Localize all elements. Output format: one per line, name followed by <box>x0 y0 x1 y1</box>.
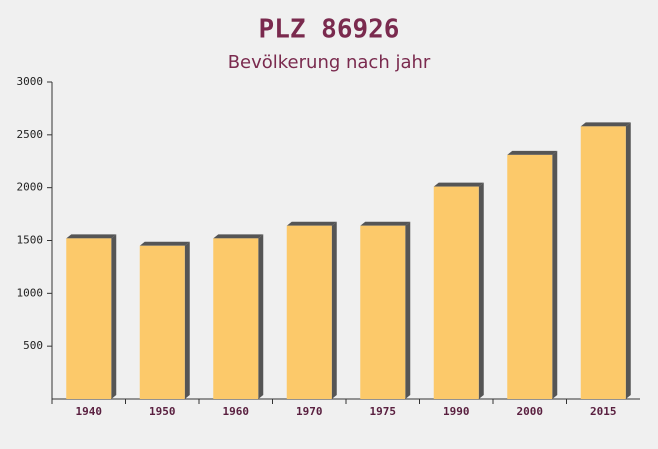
bar <box>580 126 626 399</box>
bar-shadow <box>111 234 117 399</box>
y-tick-label: 1500 <box>17 234 44 247</box>
x-tick-label: 1940 <box>76 405 103 418</box>
y-tick-label: 1000 <box>17 286 44 299</box>
y-tick-label: 2500 <box>17 128 44 141</box>
bar <box>286 225 332 399</box>
chart-subtitle: Bevölkerung nach jahr <box>228 52 431 73</box>
bar <box>66 238 112 399</box>
bar <box>213 238 259 399</box>
bar-top <box>507 150 558 155</box>
bar-top <box>433 182 484 187</box>
x-tick-label: 2015 <box>590 405 617 418</box>
bar-shadow <box>625 122 631 399</box>
y-tick-label: 2000 <box>17 181 44 194</box>
x-tick-label: 1960 <box>223 405 250 418</box>
bar-shadow <box>405 221 411 399</box>
bar-top <box>139 241 190 246</box>
bar-top <box>580 122 631 127</box>
chart-title: PLZ 86926 <box>259 15 400 45</box>
x-tick-label: 1975 <box>370 405 397 418</box>
bar-top <box>66 234 117 239</box>
x-tick-label: 1990 <box>443 405 470 418</box>
bar-top <box>213 234 264 239</box>
bar-shadow <box>331 221 337 399</box>
bar-top <box>286 221 337 226</box>
bar-shadow <box>552 150 558 399</box>
bar-shadow <box>258 234 264 399</box>
bar <box>433 186 479 399</box>
bar-top <box>360 221 411 226</box>
bar-shadow <box>478 182 484 399</box>
x-tick-label: 1950 <box>149 405 176 418</box>
y-tick-label: 500 <box>23 339 43 352</box>
bar <box>507 154 553 399</box>
bar <box>360 225 406 399</box>
x-tick-label: 1970 <box>296 405 323 418</box>
y-tick-label: 3000 <box>17 75 44 88</box>
bar-shadow <box>184 241 190 399</box>
x-tick-label: 2000 <box>517 405 544 418</box>
bar <box>139 245 185 399</box>
